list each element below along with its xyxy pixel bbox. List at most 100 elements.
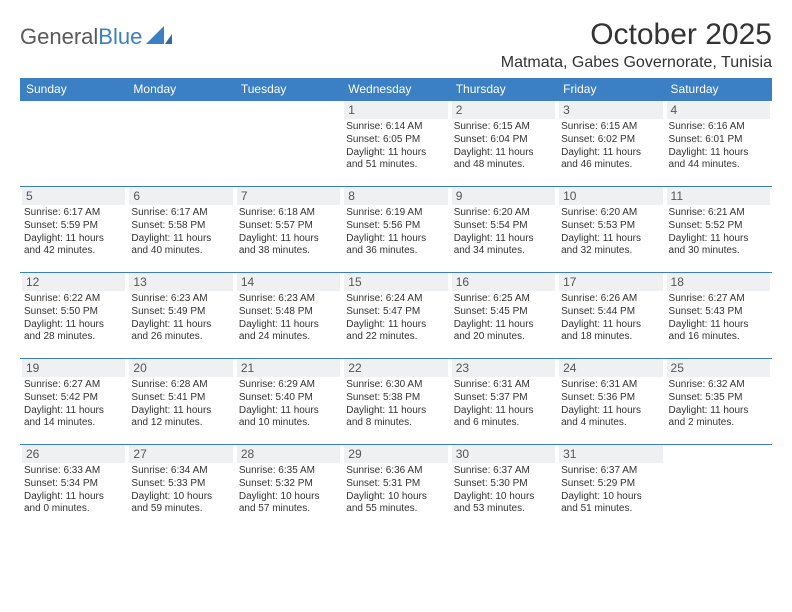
daylight1-text: Daylight: 11 hours [24,491,123,504]
day-number: 5 [22,187,125,205]
day-number: 23 [452,359,555,377]
daylight1-text: Daylight: 11 hours [669,147,768,160]
day-details: Sunrise: 6:37 AMSunset: 5:29 PMDaylight:… [559,465,662,516]
daylight1-text: Daylight: 11 hours [454,319,553,332]
calendar-day-cell: 5 Sunrise: 6:17 AMSunset: 5:59 PMDaylight… [20,187,127,273]
sunset-text: Sunset: 5:49 PM [131,306,230,319]
daylight2-text: and 44 minutes. [669,159,768,172]
logo-sail-icon [146,24,172,50]
day-number: 3 [559,101,662,119]
calendar-day-cell: 20Sunrise: 6:28 AMSunset: 5:41 PMDayligh… [127,359,234,445]
sunrise-text: Sunrise: 6:21 AM [669,207,768,220]
daylight1-text: Daylight: 10 hours [239,491,338,504]
daylight2-text: and 57 minutes. [239,503,338,516]
daylight1-text: Daylight: 10 hours [454,491,553,504]
daylight1-text: Daylight: 11 hours [669,319,768,332]
daylight1-text: Daylight: 11 hours [24,319,123,332]
sunrise-text: Sunrise: 6:23 AM [239,293,338,306]
day-number: 29 [344,445,447,463]
sunset-text: Sunset: 5:43 PM [669,306,768,319]
sunset-text: Sunset: 5:59 PM [24,220,123,233]
sunrise-text: Sunrise: 6:20 AM [454,207,553,220]
daylight1-text: Daylight: 11 hours [561,319,660,332]
calendar-week-row: 12Sunrise: 6:22 AMSunset: 5:50 PMDayligh… [20,273,772,359]
calendar-body: 1Sunrise: 6:14 AMSunset: 6:05 PMDaylight… [20,101,772,531]
day-details: Sunrise: 6:15 AMSunset: 6:04 PMDaylight:… [452,121,555,172]
day-number: 10 [559,187,662,205]
daylight2-text: and 34 minutes. [454,245,553,258]
daylight2-text: and 51 minutes. [561,503,660,516]
sunrise-text: Sunrise: 6:25 AM [454,293,553,306]
daylight2-text: and 2 minutes. [669,417,768,430]
daylight2-text: and 4 minutes. [561,417,660,430]
sunrise-text: Sunrise: 6:34 AM [131,465,230,478]
sunset-text: Sunset: 5:44 PM [561,306,660,319]
daylight1-text: Daylight: 11 hours [669,405,768,418]
sunset-text: Sunset: 5:29 PM [561,478,660,491]
day-number: 1 [344,101,447,119]
calendar-day-cell [127,101,234,187]
daylight1-text: Daylight: 11 hours [346,233,445,246]
day-details: Sunrise: 6:31 AMSunset: 5:37 PMDaylight:… [452,379,555,430]
daylight1-text: Daylight: 11 hours [239,233,338,246]
title-block: October 2025 Matmata, Gabes Governorate,… [501,18,772,72]
sunset-text: Sunset: 5:40 PM [239,392,338,405]
sunrise-text: Sunrise: 6:28 AM [131,379,230,392]
calendar-day-cell: 15Sunrise: 6:24 AMSunset: 5:47 PMDayligh… [342,273,449,359]
daylight2-text: and 26 minutes. [131,331,230,344]
daylight2-text: and 32 minutes. [561,245,660,258]
sunrise-text: Sunrise: 6:27 AM [669,293,768,306]
calendar-day-cell: 4Sunrise: 6:16 AMSunset: 6:01 PMDaylight… [665,101,772,187]
calendar-day-cell: 28Sunrise: 6:35 AMSunset: 5:32 PMDayligh… [235,445,342,531]
day-details: Sunrise: 6:18 AMSunset: 5:57 PMDaylight:… [237,207,340,258]
day-number: 13 [129,273,232,291]
day-details: Sunrise: 6:15 AMSunset: 6:02 PMDaylight:… [559,121,662,172]
day-details: Sunrise: 6:32 AMSunset: 5:35 PMDaylight:… [667,379,770,430]
sunset-text: Sunset: 6:01 PM [669,134,768,147]
weekday-header: Sunday [20,78,127,101]
calendar-day-cell: 18Sunrise: 6:27 AMSunset: 5:43 PMDayligh… [665,273,772,359]
calendar-day-cell: 3 Sunrise: 6:15 AMSunset: 6:02 PMDaylight… [557,101,664,187]
calendar-day-cell: 17Sunrise: 6:26 AMSunset: 5:44 PMDayligh… [557,273,664,359]
day-number: 25 [667,359,770,377]
sunrise-text: Sunrise: 6:24 AM [346,293,445,306]
daylight2-text: and 6 minutes. [454,417,553,430]
daylight2-text: and 8 minutes. [346,417,445,430]
sunset-text: Sunset: 6:05 PM [346,134,445,147]
sunset-text: Sunset: 5:41 PM [131,392,230,405]
daylight2-text: and 10 minutes. [239,417,338,430]
daylight2-text: and 14 minutes. [24,417,123,430]
sunset-text: Sunset: 5:30 PM [454,478,553,491]
weekday-header: Monday [127,78,234,101]
sunset-text: Sunset: 5:42 PM [24,392,123,405]
day-details: Sunrise: 6:37 AMSunset: 5:30 PMDaylight:… [452,465,555,516]
daylight1-text: Daylight: 11 hours [131,233,230,246]
weekday-header: Tuesday [235,78,342,101]
daylight1-text: Daylight: 10 hours [346,491,445,504]
daylight1-text: Daylight: 11 hours [239,405,338,418]
daylight2-text: and 59 minutes. [131,503,230,516]
logo-text-part2: Blue [98,24,142,50]
day-details: Sunrise: 6:23 AMSunset: 5:49 PMDaylight:… [129,293,232,344]
day-details: Sunrise: 6:20 AMSunset: 5:54 PMDaylight:… [452,207,555,258]
day-number: 2 [452,101,555,119]
sunset-text: Sunset: 5:32 PM [239,478,338,491]
daylight2-text: and 28 minutes. [24,331,123,344]
calendar-week-row: 5Sunrise: 6:17 AMSunset: 5:59 PMDaylight… [20,187,772,273]
sunset-text: Sunset: 5:33 PM [131,478,230,491]
sunset-text: Sunset: 5:56 PM [346,220,445,233]
day-details: Sunrise: 6:17 AMSunset: 5:59 PMDaylight:… [22,207,125,258]
day-number: 14 [237,273,340,291]
daylight2-text: and 20 minutes. [454,331,553,344]
day-number: 21 [237,359,340,377]
sunrise-text: Sunrise: 6:31 AM [561,379,660,392]
day-number: 7 [237,187,340,205]
day-number: 16 [452,273,555,291]
day-details: Sunrise: 6:24 AMSunset: 5:47 PMDaylight:… [344,293,447,344]
day-number: 6 [129,187,232,205]
sunrise-text: Sunrise: 6:17 AM [24,207,123,220]
weekday-header: Saturday [665,78,772,101]
daylight2-text: and 36 minutes. [346,245,445,258]
calendar-week-row: 19Sunrise: 6:27 AMSunset: 5:42 PMDayligh… [20,359,772,445]
daylight1-text: Daylight: 11 hours [561,147,660,160]
